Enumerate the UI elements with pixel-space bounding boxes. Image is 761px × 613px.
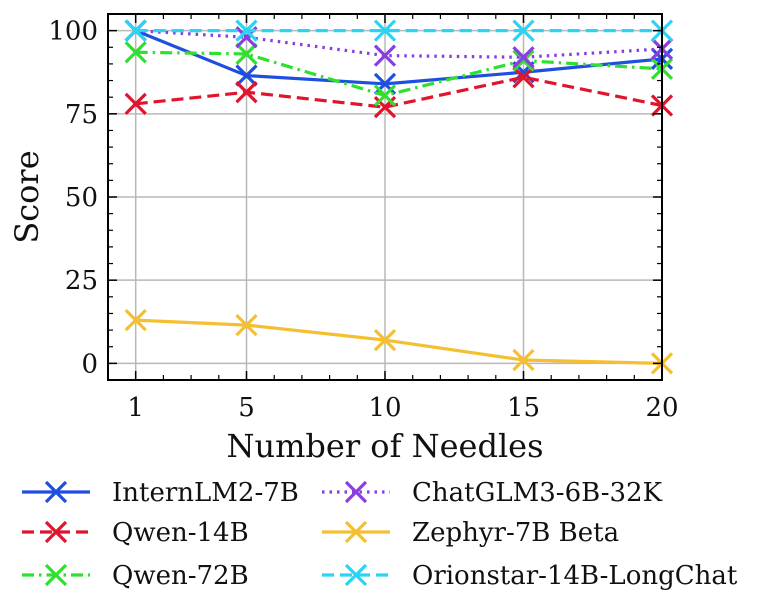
data-point-marker	[124, 308, 147, 332]
data-point-marker	[124, 92, 147, 115]
legend-marker	[44, 480, 68, 504]
series-5	[124, 19, 674, 42]
legend-entry: Qwen-14B	[22, 518, 249, 548]
data-point-marker	[373, 19, 397, 42]
series-line	[135, 75, 663, 109]
x-tick-label: 5	[238, 393, 255, 423]
x-tick-label: 10	[368, 393, 401, 423]
data-point-marker	[373, 84, 397, 107]
x-tick-label: 1	[127, 393, 144, 423]
data-point-marker	[512, 49, 535, 72]
data-point-marker	[124, 19, 147, 42]
series-line	[135, 29, 663, 59]
legend-entry: Zephyr-7B Beta	[322, 518, 619, 548]
data-point-marker	[512, 19, 535, 42]
legend-label: Zephyr-7B Beta	[412, 518, 619, 548]
y-tick-label: 50	[65, 183, 98, 213]
x-axis-label: Number of Needles	[226, 427, 543, 465]
axis-ticks	[107, 13, 663, 381]
data-point-marker	[512, 66, 535, 89]
data-point-marker	[235, 81, 258, 104]
data-point-marker	[373, 328, 397, 352]
series-line	[135, 318, 663, 365]
legend-marker	[344, 520, 368, 544]
data-point-marker	[235, 313, 258, 337]
x-tick-label: 15	[507, 393, 540, 423]
data-point-marker	[373, 44, 397, 67]
legend-entry: ChatGLM3-6B-32K	[322, 478, 663, 508]
data-point-marker	[235, 42, 258, 66]
data-point-marker	[512, 348, 535, 372]
y-axis-label: Score	[8, 150, 46, 243]
legend-marker	[344, 480, 368, 504]
y-tick-label: 75	[65, 100, 98, 130]
legend-entry: Qwen-72B	[22, 561, 249, 591]
legend-label: Orionstar-14B-LongChat	[412, 561, 738, 591]
series-layer	[124, 19, 674, 375]
legend-label: Qwen-72B	[112, 561, 249, 591]
legend-entry: Orionstar-14B-LongChat	[322, 561, 738, 591]
x-tick-label: 20	[645, 393, 678, 423]
legend-marker	[344, 563, 368, 587]
legend: InternLM2-7B Qwen-14B Qwen-72B ChatGLM3-6B-…	[22, 478, 738, 591]
series-4	[124, 308, 674, 375]
grid-lines	[108, 14, 663, 380]
legend-label: Qwen-14B	[112, 518, 249, 548]
legend-entry: InternLM2-7B	[22, 478, 299, 508]
data-point-marker	[124, 41, 147, 64]
data-point-marker	[235, 19, 258, 42]
y-tick-label: 0	[81, 349, 98, 379]
legend-label: InternLM2-7B	[112, 478, 299, 508]
y-tick-label: 100	[48, 17, 98, 47]
legend-marker	[44, 520, 68, 544]
data-point-marker	[512, 46, 535, 69]
legend-label: ChatGLM3-6B-32K	[412, 478, 663, 508]
legend-marker	[44, 563, 68, 587]
y-tick-label: 25	[65, 266, 98, 296]
data-point-marker	[235, 64, 258, 87]
